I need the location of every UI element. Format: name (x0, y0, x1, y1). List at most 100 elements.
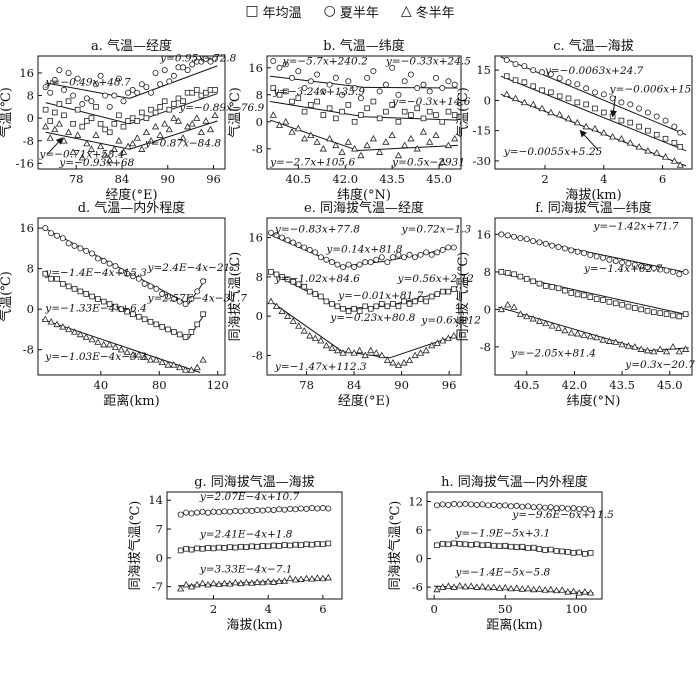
data-point-circle (669, 268, 676, 275)
data-point-square (548, 89, 554, 96)
data-point-square (568, 290, 575, 296)
fit-line (270, 101, 365, 118)
data-point-circle (536, 239, 543, 246)
data-point-circle (433, 502, 440, 509)
data-point-triangle (322, 341, 330, 349)
data-point-triangle (682, 345, 690, 352)
data-point-triangle (581, 588, 589, 595)
data-point-circle (301, 85, 308, 92)
data-point-square (205, 545, 211, 551)
data-point-circle (326, 81, 333, 88)
data-point-circle (303, 505, 310, 512)
equation-label: y=−1.03E−4x−3.3 (44, 351, 147, 363)
data-point-circle (439, 85, 446, 92)
data-point-circle (644, 264, 651, 271)
data-point-triangle (269, 111, 277, 118)
data-point-circle (157, 81, 164, 88)
data-point-triangle (146, 356, 155, 363)
data-point-triangle (426, 138, 434, 145)
data-point-square (134, 118, 141, 124)
data-point-triangle (433, 339, 441, 346)
data-point-circle (539, 69, 546, 76)
data-point-circle (290, 239, 297, 246)
data-point-circle (432, 74, 439, 81)
fit-line (389, 335, 456, 359)
x-tick-label: 4 (265, 602, 272, 616)
data-point-triangle (53, 320, 61, 328)
data-point-triangle (456, 581, 464, 589)
data-point-circle (612, 258, 619, 265)
data-point-triangle (516, 310, 524, 317)
data-point-circle (60, 86, 67, 93)
data-point-square (314, 98, 320, 105)
data-point-circle (212, 55, 219, 62)
data-point-square (200, 311, 206, 318)
data-point-circle (243, 507, 250, 514)
equation-label: y=−1.42x+71.7 (593, 221, 679, 233)
data-point-circle (71, 242, 78, 249)
data-point-circle (357, 95, 364, 102)
data-point-triangle (656, 345, 664, 352)
data-point-triangle (199, 356, 207, 363)
data-point-triangle (307, 131, 315, 138)
data-point-circle (207, 58, 214, 65)
y-tick-label: -6 (412, 580, 423, 594)
data-point-triangle (197, 128, 205, 135)
equation-label: y=−1.4E−5x−5.8 (454, 567, 550, 579)
data-point-square (238, 543, 244, 550)
data-point-triangle (324, 573, 332, 581)
data-point-square (60, 281, 66, 287)
data-point-circle (451, 81, 458, 88)
data-point-circle (284, 237, 291, 244)
data-point-triangle (202, 117, 210, 124)
data-point-circle (205, 509, 212, 516)
data-point-square (456, 541, 463, 547)
data-point-square (147, 319, 154, 325)
equation-label: y=0.6x+12 (420, 314, 481, 326)
data-point-square (227, 544, 233, 550)
data-point-triangle (74, 131, 82, 138)
data-point-square (270, 542, 277, 549)
data-point-square (259, 543, 266, 549)
data-point-circle (210, 508, 217, 515)
data-point-square (268, 269, 274, 275)
equation-label: y=−0.89x−76.9 (178, 102, 264, 114)
data-point-square (677, 144, 684, 150)
data-point-triangle (529, 100, 537, 108)
data-point-square (320, 541, 326, 548)
data-point-circle (147, 89, 154, 96)
data-point-triangle (97, 142, 105, 150)
data-point-square (83, 291, 90, 297)
data-point-circle (351, 264, 358, 271)
data-point-square (513, 544, 520, 550)
data-point-triangle (275, 121, 284, 128)
y-tick-label: -8 (480, 340, 491, 354)
equation-label: y=−0.01x+81.7 (337, 290, 423, 302)
data-point-circle (609, 95, 616, 102)
data-point-square (276, 543, 282, 549)
data-point-square (276, 91, 283, 98)
data-point-circle (367, 259, 374, 266)
data-point-triangle (106, 340, 114, 348)
data-point-square (273, 271, 280, 278)
data-point-circle (188, 510, 195, 517)
data-point-triangle (524, 584, 532, 592)
data-point-triangle (215, 580, 223, 587)
data-point-circle (282, 61, 289, 68)
x-tick-label: 40.5 (285, 172, 311, 186)
data-point-square (517, 273, 524, 280)
equation-label: y=−3.24x+135.9 (272, 86, 365, 98)
data-point-square (426, 108, 433, 115)
data-point-square (106, 129, 113, 136)
data-point-square (279, 274, 285, 280)
data-point-circle (94, 255, 101, 262)
data-point-triangle (289, 317, 297, 324)
legend-label-summer: 夏半年 (339, 5, 379, 21)
data-point-square (111, 121, 118, 127)
data-point-triangle (76, 330, 84, 338)
panel-b: b. 气温—纬度 40.5 42.0 43.5 45.0 -8 0 8 16 纬度(°N) 气温(℃… (227, 38, 471, 203)
data-point-circle (273, 232, 280, 239)
data-point-square (194, 321, 201, 328)
data-point-circle (580, 250, 587, 257)
equation-label: y=−9.6E−6x+11.5 (511, 509, 614, 521)
